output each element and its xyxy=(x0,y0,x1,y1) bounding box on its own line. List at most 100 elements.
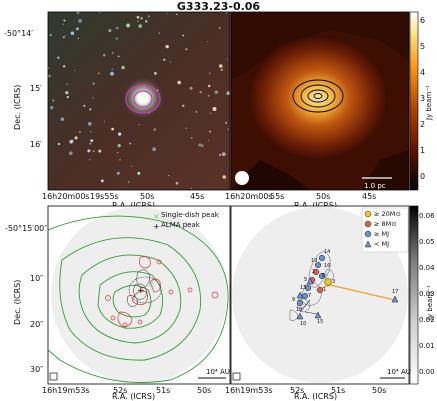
star xyxy=(208,84,211,88)
star xyxy=(212,107,217,111)
star xyxy=(126,23,131,28)
star xyxy=(62,23,64,25)
star xyxy=(185,127,187,129)
core-label: 9 xyxy=(292,297,296,303)
star xyxy=(165,44,169,49)
bl-legend-single-dish: Single-dish peak xyxy=(161,211,219,219)
core-label: 2 xyxy=(312,269,316,275)
star xyxy=(60,117,65,122)
bl-ytick-1: 10″ xyxy=(30,274,44,283)
star xyxy=(201,144,204,148)
star xyxy=(185,48,188,51)
br-legend-mj: ≥ MJ xyxy=(374,230,390,238)
star xyxy=(206,41,208,43)
star xyxy=(226,91,231,95)
star xyxy=(219,153,222,156)
core-label: 16 xyxy=(324,263,331,269)
tr-cbtick-6: 0 xyxy=(420,172,426,181)
br-black-connections xyxy=(299,299,319,315)
bl-xtick-3: 50s xyxy=(197,386,212,395)
star xyxy=(89,108,92,111)
bl-dashed-contour xyxy=(128,276,162,304)
star xyxy=(63,65,66,68)
core-label: 10 xyxy=(300,321,307,327)
tl-ytick-0: -50°14′ xyxy=(4,29,34,38)
star xyxy=(137,171,141,175)
star xyxy=(111,127,114,131)
star xyxy=(129,142,132,145)
star xyxy=(62,36,65,39)
star xyxy=(57,56,60,59)
star xyxy=(189,86,193,90)
star xyxy=(138,24,143,28)
star xyxy=(168,175,170,177)
core-label: 13 xyxy=(300,285,307,291)
star xyxy=(70,31,75,36)
star xyxy=(66,96,69,99)
star xyxy=(190,137,193,139)
star xyxy=(136,15,140,19)
tr-xlabel: R.A. (ICRS) xyxy=(294,201,338,210)
star xyxy=(89,159,91,161)
star xyxy=(222,175,226,179)
star xyxy=(128,181,130,183)
br-cbtick-5: 0.01 xyxy=(419,342,435,350)
tr-xtick-0: 16h20m00s xyxy=(225,192,273,201)
star xyxy=(87,121,92,126)
star xyxy=(117,55,120,58)
star xyxy=(195,111,198,113)
star xyxy=(153,71,157,75)
bl-legend-alma: ALMA peak xyxy=(161,221,200,229)
br-cbtick-0: 0.06 xyxy=(419,212,435,220)
bl-scalebar-label: 10⁴ AU xyxy=(206,368,230,376)
star xyxy=(152,147,157,152)
bl-ytick-0: -50°15′00″ xyxy=(5,224,48,233)
star xyxy=(158,32,161,35)
star xyxy=(218,64,223,68)
star xyxy=(47,74,51,78)
bl-xtick-2: 51s xyxy=(156,386,171,395)
star xyxy=(115,37,118,40)
br-cblabel: Jy beam⁻¹ xyxy=(426,285,434,320)
star xyxy=(208,95,210,97)
tl-ytick-2: 16′ xyxy=(30,140,42,149)
star xyxy=(68,151,73,156)
br-xlabel: R.A. (ICRS) xyxy=(294,392,338,401)
tr-cbtick-3: 3 xyxy=(420,94,426,103)
star xyxy=(119,159,121,161)
bottom-colorbar xyxy=(409,205,419,385)
star xyxy=(137,20,139,23)
star xyxy=(49,34,52,37)
br-legend-8msun: ≥ 8M⊙ xyxy=(374,220,397,228)
star xyxy=(50,105,54,110)
core-label: 5 xyxy=(304,277,308,283)
star xyxy=(199,91,202,94)
tr-cbtick-1: 5 xyxy=(420,42,426,51)
br-cbtick-6: 0.00 xyxy=(419,368,435,376)
star xyxy=(169,61,171,63)
star xyxy=(52,99,55,102)
tl-xtick-1: 19s55s xyxy=(90,192,119,201)
single-dish-peak-marker: × xyxy=(147,280,155,290)
star xyxy=(221,152,226,157)
star xyxy=(190,187,192,189)
star xyxy=(175,13,178,16)
tr-cbtick-2: 4 xyxy=(420,68,426,77)
br-legend-below-mj: < MJ xyxy=(374,240,390,248)
star xyxy=(208,72,211,75)
star xyxy=(182,34,185,37)
star xyxy=(147,15,150,18)
star xyxy=(66,83,68,85)
core-label: 17 xyxy=(392,289,399,295)
tl-xtick-0: 16h20m00s xyxy=(42,192,90,201)
star xyxy=(208,140,210,141)
star xyxy=(177,80,181,85)
core-label: 3 xyxy=(332,279,336,285)
star xyxy=(225,122,227,124)
green-contours xyxy=(47,215,229,383)
star xyxy=(90,139,94,143)
star xyxy=(92,97,94,99)
star xyxy=(102,53,106,57)
star xyxy=(111,52,114,54)
